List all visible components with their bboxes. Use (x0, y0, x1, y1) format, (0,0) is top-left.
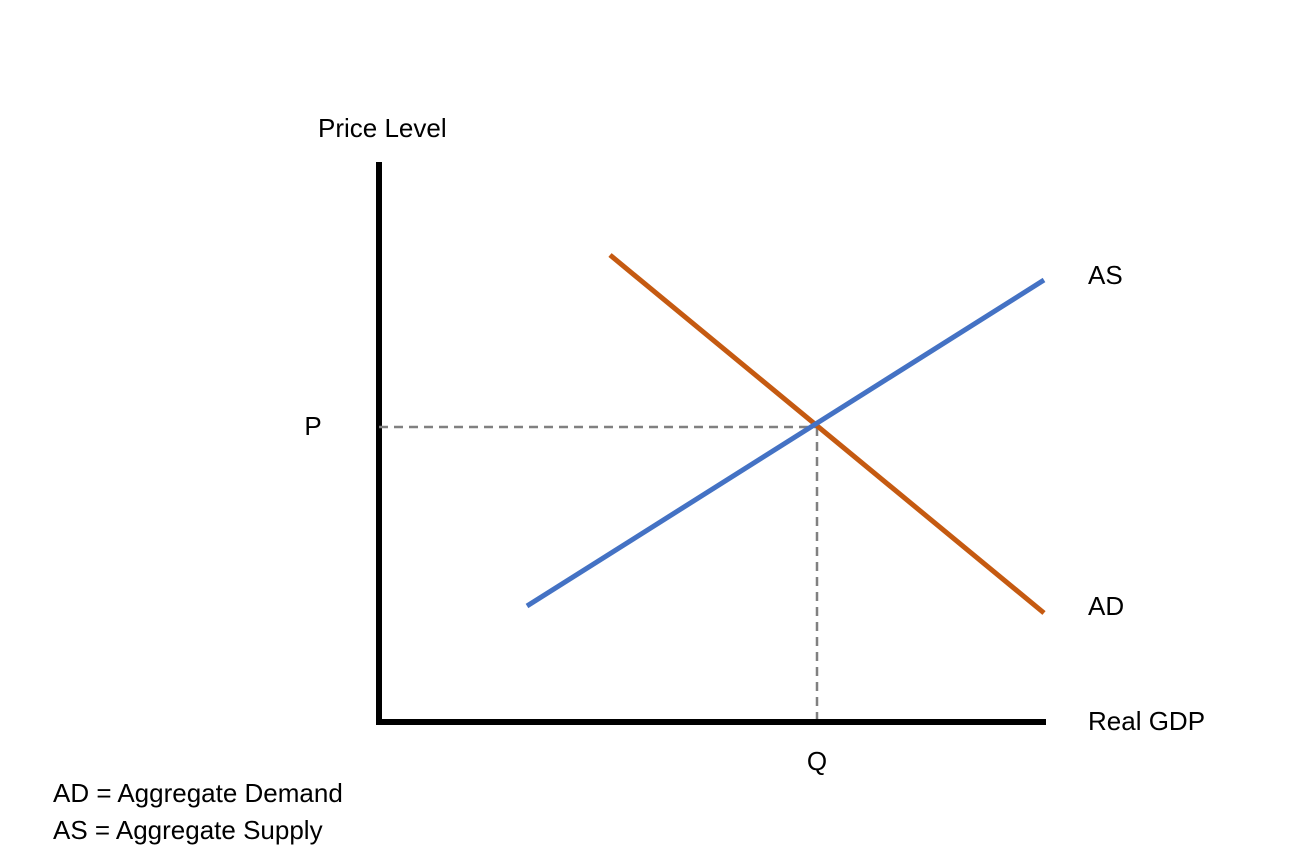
as-curve (525, 277, 1046, 609)
y-axis-label: Price Level (318, 113, 447, 143)
x-axis-label: Real GDP (1088, 706, 1205, 736)
quantity-marker: Q (807, 746, 827, 776)
curve-label: AD (1088, 591, 1124, 621)
price-marker: P (304, 411, 321, 441)
curve-label: AS (1088, 260, 1123, 290)
legend-entry: AS = Aggregate Supply (53, 815, 323, 845)
legend-entry: AD = Aggregate Demand (53, 778, 343, 808)
ad-curve (608, 253, 1046, 615)
